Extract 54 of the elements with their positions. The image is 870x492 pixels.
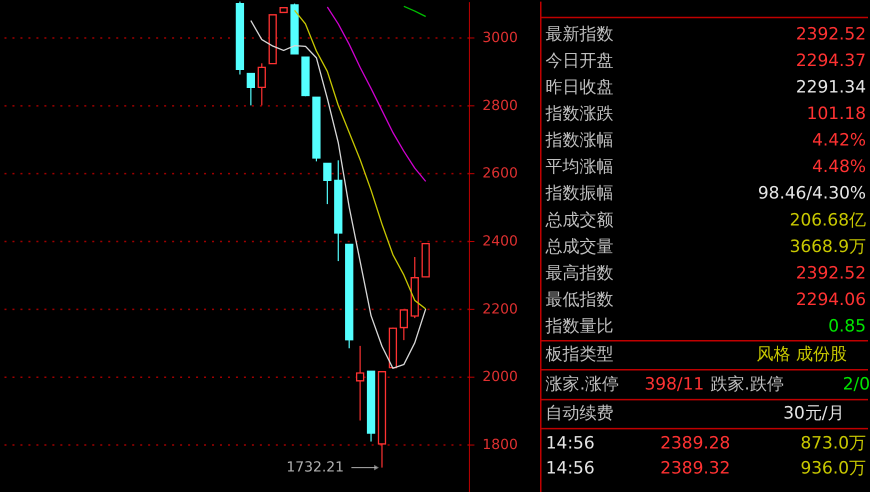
text: 指数量比 bbox=[544, 315, 614, 336]
candlestick bbox=[356, 345, 364, 422]
text: 3668.9万 bbox=[790, 236, 866, 256]
candlestick bbox=[258, 62, 266, 106]
text: 2291.34 bbox=[796, 76, 866, 97]
text: 风格 成份股 bbox=[756, 344, 848, 364]
text: 2/0 bbox=[842, 374, 870, 394]
text: 指数涨幅 bbox=[544, 130, 614, 150]
text: 今日开盘 bbox=[546, 50, 614, 70]
y-tick-label: 2600 bbox=[482, 166, 518, 182]
text: 206.68亿 bbox=[790, 209, 866, 230]
candlestick bbox=[323, 162, 332, 205]
text: 4.42% bbox=[812, 130, 866, 150]
text: 98.46/4.30% bbox=[758, 182, 866, 203]
text: 2294.06 bbox=[796, 288, 866, 309]
text: 873.0万 bbox=[800, 432, 866, 453]
text: 14:56 bbox=[546, 432, 595, 453]
text: 936.0万 bbox=[800, 457, 866, 478]
text: 2389.32 bbox=[660, 457, 730, 478]
line-series bbox=[294, 10, 426, 310]
text: 涨家.涨停 bbox=[546, 374, 620, 394]
text: 4.48% bbox=[812, 156, 866, 176]
text: 2392.52 bbox=[796, 262, 866, 282]
line-series bbox=[326, 6, 426, 182]
text: 2392.52 bbox=[796, 23, 866, 44]
candlestick bbox=[400, 309, 408, 341]
text: 最高指数 bbox=[546, 262, 614, 282]
text: 昨日收盘 bbox=[546, 76, 614, 97]
y-tick-label: 2200 bbox=[482, 301, 518, 318]
text: 最低指数 bbox=[546, 288, 614, 309]
text: 平均涨幅 bbox=[546, 156, 614, 176]
text: 398/11 bbox=[644, 374, 704, 394]
text: 指数振幅 bbox=[544, 182, 614, 203]
text: 2294.37 bbox=[796, 50, 866, 70]
text: 板指类型 bbox=[544, 344, 614, 364]
y-tick-label: 1800 bbox=[482, 437, 518, 454]
y-tick-label: 2400 bbox=[482, 234, 518, 250]
text: 最新指数 bbox=[546, 23, 614, 44]
text: 2389.28 bbox=[660, 432, 730, 453]
annotation: 1732.21 bbox=[286, 460, 344, 476]
candlestick bbox=[246, 72, 255, 106]
text: 总成交额 bbox=[544, 209, 614, 230]
y-tick-label: 2800 bbox=[482, 98, 518, 114]
text: 0.85 bbox=[828, 315, 866, 336]
text: 跌家.跌停 bbox=[710, 374, 784, 394]
text: 总成交量 bbox=[544, 236, 614, 256]
text: 30元/月 bbox=[783, 402, 844, 423]
text: 自动续费 bbox=[546, 402, 614, 423]
text: 14:56 bbox=[546, 457, 595, 478]
text: 指数涨跌 bbox=[544, 103, 614, 124]
text: 101.18 bbox=[806, 103, 866, 124]
line-series bbox=[250, 20, 426, 369]
y-tick-label: 2000 bbox=[482, 369, 518, 386]
y-tick-label: 3000 bbox=[482, 30, 518, 46]
